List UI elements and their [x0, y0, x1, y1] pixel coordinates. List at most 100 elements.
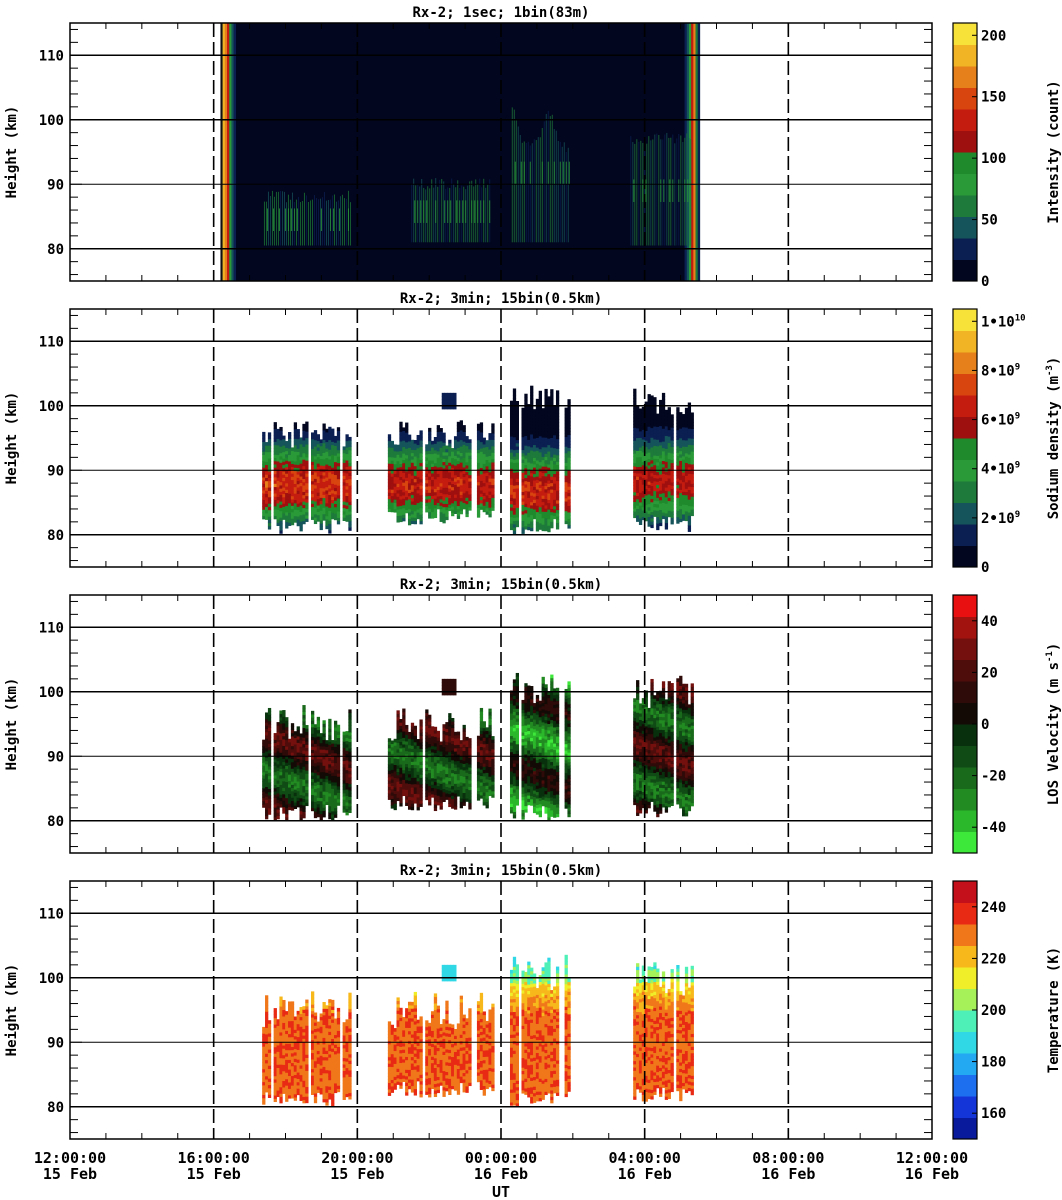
data-cell: [328, 780, 332, 784]
data-cell: [396, 716, 400, 721]
data-cell: [433, 804, 438, 808]
data-cell: [348, 462, 352, 467]
data-cell: [333, 804, 338, 809]
data-cell: [445, 451, 449, 456]
data-cell: [459, 475, 463, 479]
data-cell: [527, 526, 531, 531]
data-cell: [491, 442, 495, 447]
data-cell: [428, 463, 432, 467]
data-cell: [390, 775, 395, 780]
data-cell: [479, 506, 484, 510]
data-cell: [328, 439, 332, 444]
data-cell: [567, 505, 571, 510]
data-cell: [491, 474, 495, 479]
data-cell: [430, 498, 435, 503]
data-cell: [567, 483, 571, 487]
data-cell: [433, 498, 438, 502]
data-cell: [399, 470, 403, 474]
data-cell: [282, 503, 286, 507]
data-cell: [313, 743, 318, 748]
data-cell: [535, 440, 540, 445]
data-cell: [387, 776, 392, 781]
data-cell: [299, 450, 303, 454]
data-cell: [659, 435, 663, 440]
data-cell: [659, 406, 663, 411]
data-cell: [462, 434, 466, 439]
data-cell: [290, 460, 295, 464]
data-cell: [564, 414, 568, 418]
data-cell: [336, 776, 341, 780]
data-cell: [348, 446, 352, 451]
data-cell: [413, 443, 417, 447]
data-cell: [293, 792, 298, 797]
data-cell: [550, 418, 554, 422]
data-cell: [661, 515, 666, 520]
data-cell: [276, 741, 280, 746]
data-cell: [305, 463, 309, 468]
y-tick-label: 80: [47, 242, 64, 258]
data-cell: [311, 477, 315, 482]
data-cell: [290, 502, 295, 506]
data-cell: [262, 749, 266, 753]
data-cell: [453, 796, 458, 800]
data-cell: [262, 509, 266, 513]
data-cell: [690, 457, 694, 462]
data-cell: [439, 457, 443, 461]
data-cell: [413, 456, 417, 460]
data-cell: [433, 726, 438, 731]
data-cell: [302, 788, 306, 793]
data-cell: [399, 751, 403, 755]
data-cell: [311, 458, 315, 462]
data-cell: [491, 455, 495, 460]
data-cell: [425, 479, 429, 484]
data-cell: [527, 445, 531, 450]
data-cell: [302, 488, 306, 492]
data-cell: [667, 471, 671, 476]
data-cell: [413, 774, 417, 778]
data-cell: [325, 467, 329, 472]
data-cell: [535, 402, 540, 406]
data-cell: [333, 497, 338, 501]
data-cell: [322, 442, 326, 447]
data-cell: [676, 416, 680, 421]
data-cell: [419, 764, 423, 769]
data-cell: [465, 500, 469, 505]
data-cell: [524, 525, 528, 530]
data-cell: [333, 811, 338, 815]
data-cell: [428, 505, 432, 509]
data-cell: [656, 523, 660, 527]
data-cell: [550, 437, 554, 442]
data-cell: [638, 498, 643, 503]
data-cell: [653, 397, 657, 401]
data-cell: [262, 512, 266, 517]
data-cell: [476, 491, 481, 496]
data-cell: [399, 725, 403, 730]
data-cell: [682, 443, 686, 447]
data-cell: [530, 424, 534, 429]
echo-stripe: [419, 186, 421, 243]
data-cell: [393, 783, 397, 788]
data-cell: [390, 505, 395, 510]
data-cell: [456, 437, 461, 442]
data-cell: [279, 520, 283, 525]
data-cell: [311, 807, 315, 812]
data-cell: [653, 435, 657, 440]
data-cell: [532, 444, 537, 449]
data-cell: [436, 505, 440, 510]
data-cell: [690, 483, 694, 488]
data-cell: [267, 496, 272, 501]
echo-stripe: [479, 178, 481, 243]
data-cell: [345, 740, 349, 745]
colorbar-swatch: [953, 438, 977, 460]
data-cell: [390, 788, 395, 793]
data-cell: [302, 439, 306, 444]
data-cell: [664, 409, 669, 414]
data-cell: [451, 473, 455, 478]
data-cell: [345, 460, 349, 464]
data-cell: [316, 794, 321, 798]
data-cell: [342, 491, 346, 496]
data-cell: [273, 771, 277, 776]
data-cell: [279, 501, 283, 505]
data-cell: [345, 479, 349, 484]
data-cell: [636, 415, 640, 419]
